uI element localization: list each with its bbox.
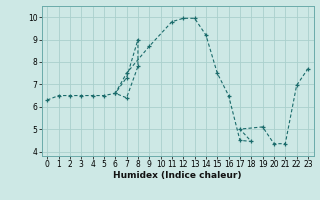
X-axis label: Humidex (Indice chaleur): Humidex (Indice chaleur) bbox=[113, 171, 242, 180]
